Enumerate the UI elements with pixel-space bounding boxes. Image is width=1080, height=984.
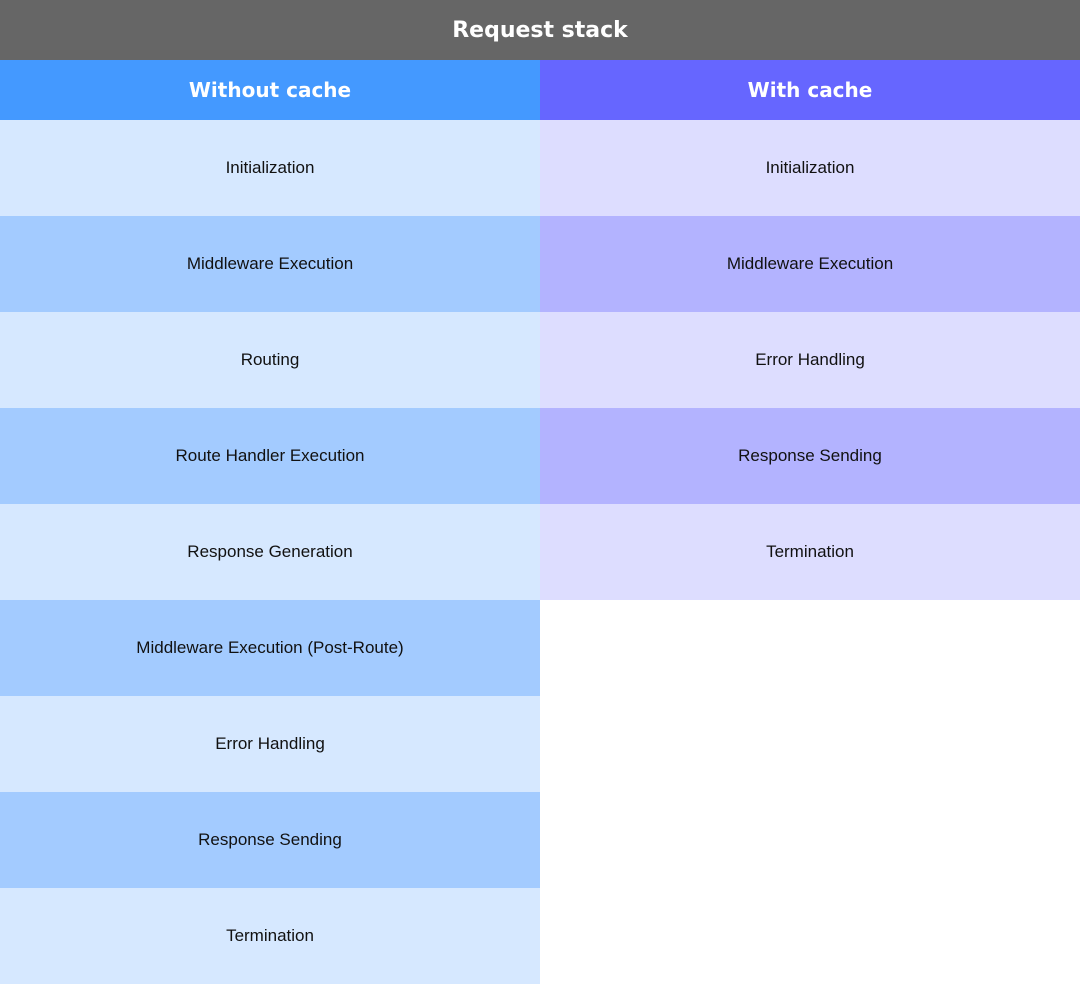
without-cache-step: Response Generation — [0, 504, 540, 600]
with-cache-steps: Initialization Middleware Execution Error … — [540, 120, 1080, 600]
without-cache-step: Middleware Execution — [0, 216, 540, 312]
without-cache-column: Without cache Initialization Middleware E… — [0, 60, 540, 984]
without-cache-step: Error Handling — [0, 696, 540, 792]
without-cache-step: Routing — [0, 312, 540, 408]
with-cache-step: Initialization — [540, 120, 1080, 216]
with-cache-header: With cache — [540, 60, 1080, 120]
diagram-title: Request stack — [0, 0, 1080, 60]
without-cache-step: Route Handler Execution — [0, 408, 540, 504]
with-cache-step: Response Sending — [540, 408, 1080, 504]
without-cache-step: Response Sending — [0, 792, 540, 888]
without-cache-steps: Initialization Middleware Execution Routin… — [0, 120, 540, 984]
with-cache-column: With cache Initialization Middleware Exec… — [540, 60, 1080, 600]
without-cache-step: Initialization — [0, 120, 540, 216]
with-cache-step: Middleware Execution — [540, 216, 1080, 312]
with-cache-step: Termination — [540, 504, 1080, 600]
without-cache-header: Without cache — [0, 60, 540, 120]
without-cache-step: Termination — [0, 888, 540, 984]
without-cache-step: Middleware Execution (Post-Route) — [0, 600, 540, 696]
with-cache-step: Error Handling — [540, 312, 1080, 408]
